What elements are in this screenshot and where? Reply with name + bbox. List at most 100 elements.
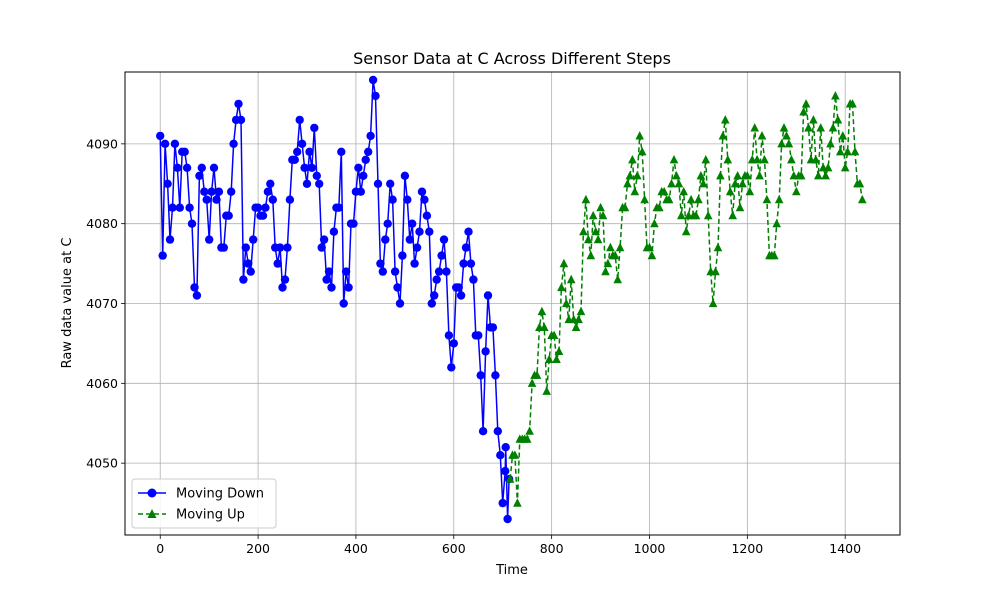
x-tick-label: 0	[156, 541, 164, 556]
data-point	[182, 163, 192, 172]
data-point	[185, 203, 194, 212]
data-point	[488, 323, 498, 332]
data-point	[383, 219, 392, 228]
data-point	[784, 139, 794, 148]
data-point	[341, 267, 351, 276]
y-tick-label: 4060	[86, 376, 118, 391]
data-point	[809, 115, 818, 124]
data-point	[368, 75, 378, 85]
data-point	[814, 171, 823, 180]
series-moving-down	[156, 75, 514, 524]
data-point	[713, 242, 723, 252]
data-point	[263, 187, 273, 196]
data-point	[498, 498, 507, 508]
data-point	[207, 187, 216, 196]
data-point	[474, 331, 483, 340]
data-point	[525, 426, 534, 435]
data-point	[253, 203, 263, 212]
x-tick-label: 1200	[731, 541, 763, 556]
data-point	[637, 147, 647, 156]
data-point	[613, 274, 622, 284]
data-point	[633, 171, 642, 180]
data-point	[442, 267, 451, 276]
data-point	[532, 370, 542, 379]
data-point	[848, 99, 857, 108]
data-point	[412, 243, 422, 252]
data-point	[757, 131, 767, 140]
data-point	[557, 282, 566, 292]
data-point	[796, 171, 806, 180]
data-point	[219, 243, 228, 252]
data-point	[828, 123, 838, 132]
data-point	[672, 171, 681, 180]
data-point	[400, 171, 410, 180]
data-point	[447, 363, 456, 372]
data-point	[239, 275, 248, 284]
data-point	[478, 427, 488, 436]
data-point	[278, 283, 287, 292]
y-tick-label: 4090	[86, 136, 118, 151]
data-point	[843, 147, 852, 156]
data-point	[667, 179, 676, 188]
data-point	[410, 259, 419, 268]
data-point	[694, 194, 703, 204]
data-point	[339, 299, 348, 308]
data-point	[234, 99, 243, 109]
data-point	[444, 331, 454, 340]
data-point	[811, 155, 821, 164]
data-point	[163, 179, 172, 188]
data-point	[708, 298, 718, 308]
data-point	[305, 147, 314, 156]
chart-title: Sensor Data at C Across Different Steps	[353, 49, 671, 68]
data-point	[371, 91, 380, 101]
data-point	[711, 266, 720, 276]
data-point	[760, 155, 769, 164]
data-point	[562, 298, 571, 308]
data-point	[831, 91, 840, 100]
data-point	[295, 115, 304, 125]
data-point	[838, 131, 848, 140]
data-point	[510, 450, 520, 459]
data-point	[395, 299, 405, 308]
data-point	[373, 179, 383, 188]
data-point	[464, 227, 473, 236]
data-point	[165, 235, 175, 244]
data-point	[782, 131, 791, 140]
x-tick-label: 200	[246, 541, 270, 556]
data-point	[422, 211, 432, 220]
data-point	[774, 194, 784, 204]
data-point	[461, 243, 471, 252]
legend-box	[131, 478, 277, 529]
data-point	[544, 354, 554, 363]
data-point	[364, 147, 373, 156]
data-point	[420, 195, 429, 204]
data-point	[415, 227, 424, 236]
data-point	[302, 179, 312, 188]
data-point	[669, 155, 679, 164]
data-point	[454, 283, 463, 292]
data-point	[430, 291, 439, 300]
data-point	[246, 267, 255, 276]
data-point	[733, 171, 742, 180]
data-point	[598, 210, 608, 220]
data-point	[588, 210, 598, 220]
data-point	[772, 218, 781, 228]
data-point	[601, 266, 610, 276]
data-point	[628, 155, 637, 164]
data-point	[779, 123, 789, 132]
data-point	[317, 243, 326, 252]
data-point	[659, 186, 669, 196]
data-point	[268, 195, 277, 204]
data-point	[804, 123, 813, 132]
data-point	[280, 275, 290, 284]
data-point	[586, 250, 596, 260]
data-point	[630, 186, 640, 196]
data-series-group	[156, 75, 867, 524]
data-point	[645, 242, 654, 252]
data-point	[244, 259, 253, 268]
x-tick-label: 400	[344, 541, 368, 556]
data-point	[359, 171, 368, 180]
data-point	[158, 251, 167, 260]
data-point	[493, 427, 502, 436]
